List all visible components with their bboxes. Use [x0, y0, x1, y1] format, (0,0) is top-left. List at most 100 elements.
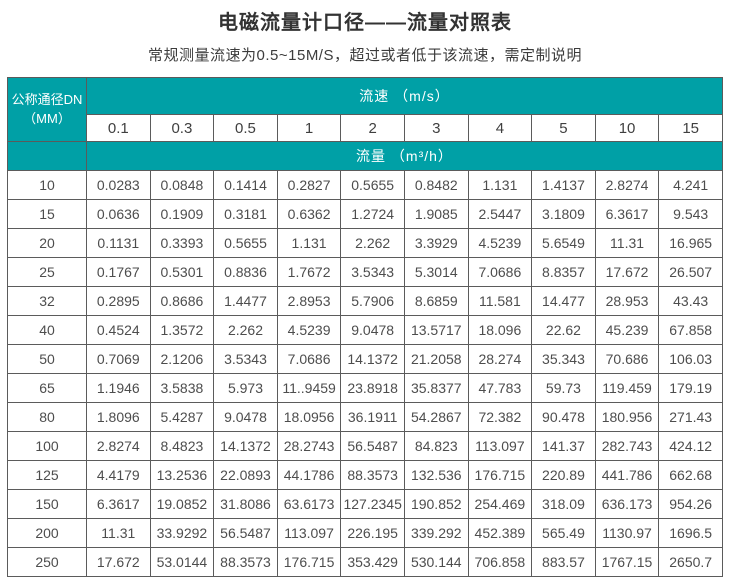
flow-value-cell: 3.3929 [403, 228, 469, 258]
flow-value-cell: 2.8953 [276, 286, 342, 316]
flow-value-cell: 1696.5 [658, 518, 723, 548]
flow-value-cell: 2.262 [213, 315, 278, 345]
dn-cell: 20 [7, 228, 87, 258]
flow-value-cell: 35.343 [531, 344, 596, 374]
speed-value-header: 10 [594, 114, 660, 142]
flow-value-cell: 8.4823 [149, 431, 215, 461]
flow-value-cell: 2.1206 [149, 344, 215, 374]
flow-value-cell: 0.1414 [213, 170, 278, 200]
flow-value-cell: 0.2895 [86, 286, 151, 316]
corner-header-dn-mm: 公称通径DN （MM） [7, 77, 87, 142]
flow-value-cell: 424.12 [658, 431, 723, 461]
flow-value-cell: 18.0956 [276, 402, 342, 432]
flow-value-cell: 353.429 [340, 547, 405, 577]
flow-value-cell: 1.8096 [86, 402, 151, 432]
dn-cell: 125 [7, 460, 87, 490]
flow-value-cell: 17.672 [86, 547, 151, 577]
speed-value-header: 2 [340, 114, 405, 142]
flow-value-cell: 70.686 [594, 344, 660, 374]
flow-value-cell: 0.4524 [86, 315, 151, 345]
flow-value-cell: 113.097 [467, 431, 533, 461]
flow-value-cell: 9.543 [658, 199, 723, 229]
flow-value-cell: 28.274 [467, 344, 533, 374]
flow-value-cell: 26.507 [658, 257, 723, 287]
table-row: 65 1.1946 3.5838 5.973 11..9459 23.8918 35.837… [7, 373, 723, 403]
flow-value-cell: 452.389 [467, 518, 533, 548]
speed-value-header: 0.1 [86, 114, 151, 142]
table-row: 25 0.1767 0.5301 0.8836 1.7672 3.5343 5.3014 7.… [7, 257, 723, 287]
flow-value-cell: 0.3181 [213, 199, 278, 229]
table-row: 80 1.8096 5.4287 9.0478 18.0956 36.1911 54.286… [7, 402, 723, 432]
flow-value-cell: 1767.15 [594, 547, 660, 577]
flow-value-cell: 141.37 [531, 431, 596, 461]
flow-value-cell: 63.6173 [276, 489, 342, 519]
flow-value-cell: 90.478 [531, 402, 596, 432]
flow-value-cell: 1.4477 [213, 286, 278, 316]
speed-value-header: 5 [531, 114, 596, 142]
flow-value-cell: 14.477 [531, 286, 596, 316]
flow-value-cell: 113.097 [276, 518, 342, 548]
flow-value-cell: 179.19 [658, 373, 723, 403]
table-row: 125 4.4179 13.2536 22.0893 44.1786 88.3573 132… [7, 460, 723, 490]
flow-value-cell: 0.3393 [149, 228, 215, 258]
flow-header-row: 流量 （m³/h） [7, 141, 723, 171]
flow-value-cell: 176.715 [276, 547, 342, 577]
flow-value-cell: 2.5447 [467, 199, 533, 229]
flow-value-cell: 883.57 [531, 547, 596, 577]
flow-value-cell: 662.68 [658, 460, 723, 490]
flow-value-cell: 33.9292 [149, 518, 215, 548]
flow-value-cell: 2.8274 [86, 431, 151, 461]
flow-value-cell: 0.2827 [276, 170, 342, 200]
table-row: 10 0.0283 0.0848 0.1414 0.2827 0.5655 0.8482 1.… [7, 170, 723, 200]
flow-value-cell: 11.581 [467, 286, 533, 316]
flow-value-cell: 2.8274 [594, 170, 660, 200]
flow-value-cell: 53.0144 [149, 547, 215, 577]
flow-value-cell: 226.195 [340, 518, 405, 548]
flow-value-cell: 0.8482 [403, 170, 469, 200]
speed-unit-header: 流速 （m/s） [86, 77, 723, 115]
flow-value-cell: 21.2058 [403, 344, 469, 374]
speed-values-row: 0.1 0.3 0.5 1 2 3 4 5 10 15 [8, 114, 723, 142]
page-subtitle: 常规测量流速为0.5~15M/S，超过或者低于该流速，需定制说明 [148, 47, 582, 64]
flow-value-cell: 1130.97 [594, 518, 660, 548]
dn-cell: 15 [7, 199, 87, 229]
flow-value-cell: 1.131 [467, 170, 533, 200]
flow-value-cell: 5.6549 [531, 228, 596, 258]
flow-value-cell: 1.1946 [86, 373, 151, 403]
speed-header-row: 公称通径DN （MM） 流速 （m/s） [7, 77, 723, 142]
flow-value-cell: 0.8836 [213, 257, 278, 287]
flow-value-cell: 28.953 [594, 286, 660, 316]
dn-cell: 65 [7, 373, 87, 403]
flow-value-cell: 530.144 [403, 547, 469, 577]
flow-value-cell: 88.3573 [213, 547, 278, 577]
flow-value-cell: 3.1809 [531, 199, 596, 229]
page-title: 电磁流量计口径——流量对照表 [218, 12, 512, 34]
table-row: 32 0.2895 0.8686 1.4477 2.8953 5.7906 8.6859 11… [7, 286, 723, 316]
flow-value-cell: 5.7906 [340, 286, 405, 316]
flow-value-cell: 1.4137 [531, 170, 596, 200]
dn-cell: 40 [7, 315, 87, 345]
flow-value-cell: 1.2724 [340, 199, 405, 229]
table-row: 200 11.31 33.9292 56.5487 113.097 226.195 339.… [7, 518, 723, 548]
flow-value-cell: 84.823 [403, 431, 469, 461]
flow-value-cell: 190.852 [403, 489, 469, 519]
flow-value-cell: 119.459 [594, 373, 660, 403]
flow-value-cell: 67.858 [658, 315, 723, 345]
flow-value-cell: 318.09 [531, 489, 596, 519]
flow-value-cell: 16.965 [658, 228, 723, 258]
table-row: 250 17.672 53.0144 88.3573 176.715 353.429 530… [7, 547, 723, 577]
flow-value-cell: 22.62 [531, 315, 596, 345]
flow-value-cell: 47.783 [467, 373, 533, 403]
corner-header-line2: （MM） [23, 110, 71, 126]
flow-value-cell: 0.5655 [213, 228, 278, 258]
flow-value-cell: 0.1909 [149, 199, 215, 229]
flow-value-cell: 56.5487 [340, 431, 405, 461]
flow-value-cell: 13.2536 [149, 460, 215, 490]
flow-value-cell: 1.7672 [276, 257, 342, 287]
flow-value-cell: 59.73 [531, 373, 596, 403]
flow-value-cell: 72.382 [467, 402, 533, 432]
flow-value-cell: 0.7069 [86, 344, 151, 374]
flow-value-cell: 11.31 [594, 228, 660, 258]
table-row: 20 0.1131 0.3393 0.5655 1.131 2.262 3.3929 4.52… [7, 228, 723, 258]
flow-value-cell: 0.1131 [86, 228, 151, 258]
